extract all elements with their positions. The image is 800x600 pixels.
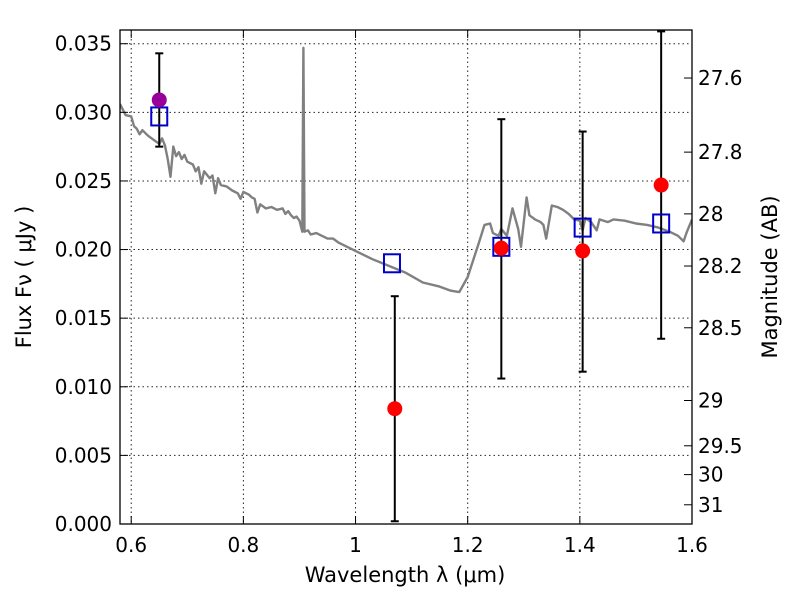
- y2-tick-label: 27.6: [698, 66, 743, 90]
- y2-tick-label: 30: [698, 463, 723, 487]
- x-tick-label: 1.2: [452, 533, 484, 557]
- y2-tick-label: 27.8: [698, 140, 743, 164]
- model-photometry-square: [652, 213, 671, 234]
- y2-tick-label: 28.2: [698, 254, 743, 278]
- tick-layer: 0.6 0.8 1 1.2 1.4 1.6 0.000 0.005 0.010 0.015 0.02…: [55, 30, 743, 557]
- model-photometry-square: [492, 236, 511, 257]
- data-layer: [120, 30, 692, 523]
- y-tick-label: 0.035: [55, 32, 112, 56]
- spectrum-line: [120, 46, 692, 294]
- x-tick-label: 1.6: [676, 533, 708, 557]
- y2-axis-title: Magnitude (AB): [758, 195, 782, 358]
- y-tick-label: 0.015: [55, 306, 112, 330]
- y-axis-title: Flux Fν ( μJy ): [12, 206, 36, 349]
- observed-point: [575, 243, 591, 259]
- x-tick-label: 1: [349, 533, 362, 557]
- x-tick-label: 0.6: [115, 533, 147, 557]
- y-tick-label: 0.005: [55, 443, 112, 467]
- y2-tick-label: 28: [698, 202, 723, 226]
- y2-tick-label: 29: [698, 389, 723, 413]
- y-tick-label: 0.025: [55, 169, 112, 193]
- x-tick-label: 1.4: [564, 533, 596, 557]
- y-tick-label: 0.030: [55, 100, 112, 124]
- y2-tick-label: 28.5: [698, 316, 743, 340]
- y2-tick-label: 29.5: [698, 434, 743, 458]
- model-photometry-square: [573, 217, 592, 238]
- y-tick-label: 0.010: [55, 375, 112, 399]
- model-photometry-square: [382, 253, 401, 274]
- y-tick-label: 0.020: [55, 238, 112, 262]
- y-tick-label: 0.000: [55, 512, 112, 536]
- x-tick-label: 0.8: [227, 533, 259, 557]
- observed-point: [151, 92, 167, 108]
- observed-point: [387, 401, 403, 417]
- plot-frame: [119, 29, 693, 525]
- observed-point: [493, 240, 509, 256]
- x-axis-title: Wavelength λ (μm): [305, 563, 506, 587]
- observed-point: [653, 177, 669, 193]
- y2-tick-label: 31: [698, 493, 723, 517]
- grid-layer: [120, 30, 693, 525]
